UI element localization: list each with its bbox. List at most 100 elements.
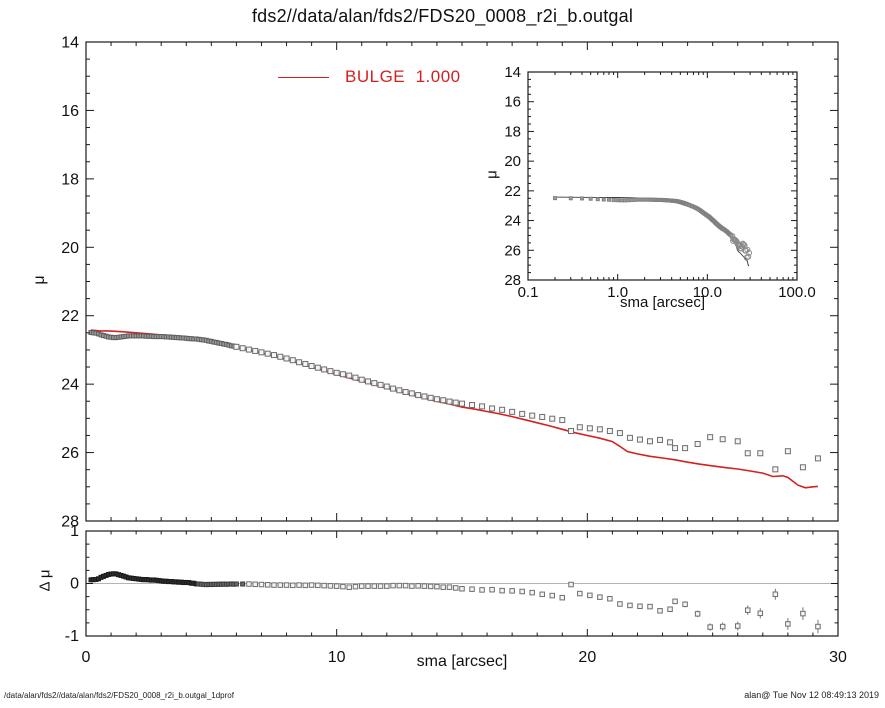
- residual-point: [607, 595, 613, 602]
- residual-point: [577, 590, 583, 597]
- data-point: [568, 428, 575, 435]
- data-point: [339, 371, 346, 378]
- residual-point: [539, 591, 545, 598]
- residual-point: [734, 623, 741, 629]
- main-y-tick-label: 22: [61, 308, 79, 325]
- data-point: [308, 363, 315, 370]
- legend-bulge-line-sample: [278, 77, 329, 78]
- residual-point: [745, 607, 751, 613]
- inset-x-tick-label: 1.0: [607, 284, 628, 301]
- data-point: [549, 415, 556, 422]
- residual-point: [365, 583, 371, 589]
- inset-x-axis-label: sma [arcsec]: [619, 294, 706, 311]
- main-y-tick-label: 28: [61, 514, 79, 531]
- inset-data-point: [619, 198, 624, 203]
- residual-point: [358, 583, 365, 589]
- data-point: [772, 466, 779, 473]
- data-point: [694, 441, 701, 448]
- data-point: [271, 352, 277, 359]
- residual-point: [499, 587, 505, 594]
- data-point: [784, 448, 791, 455]
- inset-data-point: [588, 196, 593, 201]
- residual-point: [519, 588, 525, 595]
- data-point: [647, 438, 653, 445]
- inset-data-point: [595, 197, 600, 202]
- residual-point: [479, 587, 485, 593]
- residual-point: [409, 583, 415, 589]
- data-point: [596, 426, 603, 433]
- data-point: [327, 368, 334, 375]
- residual-point: [446, 584, 453, 590]
- residual-point: [396, 582, 403, 589]
- residual-point: [719, 623, 726, 630]
- residual-point: [384, 583, 390, 589]
- residual-point: [340, 583, 346, 590]
- residual-point: [321, 582, 327, 589]
- data-point: [499, 406, 506, 413]
- inset-y-tick-label: 26: [504, 242, 521, 259]
- residual-point: [296, 582, 302, 588]
- residual-point: [452, 585, 459, 591]
- inset-bg: [528, 72, 797, 280]
- data-point: [233, 343, 240, 350]
- data-point: [433, 396, 440, 403]
- data-point: [239, 345, 246, 352]
- residual-point: [371, 583, 378, 589]
- inset-data-point: [579, 196, 584, 201]
- residual-point: [390, 582, 396, 589]
- residual-point: [597, 594, 603, 600]
- inset-data-point: [601, 197, 606, 202]
- residual-point: [667, 606, 673, 612]
- main-y-tick-label: 24: [61, 377, 79, 394]
- residual-point: [627, 602, 633, 609]
- data-point: [277, 353, 284, 360]
- inset-data-point: [744, 246, 751, 253]
- residual-point: [402, 582, 409, 589]
- residual-y-axis-label: Δ μ: [36, 569, 54, 592]
- residual-point: [440, 584, 446, 590]
- footer-user-timestamp: alan@ Tue Nov 12 08:49:13 2019: [744, 690, 879, 700]
- inset-x-tick-label: 100.0: [778, 284, 816, 301]
- x-tick-label: 20: [578, 649, 596, 666]
- data-point: [539, 413, 546, 420]
- data-point: [519, 410, 526, 417]
- inset-y-tick-label: 18: [504, 123, 521, 140]
- data-point: [757, 450, 764, 457]
- data-point: [734, 438, 741, 445]
- residual-point: [290, 582, 296, 589]
- data-point: [252, 347, 259, 354]
- residual-point: [657, 608, 663, 614]
- data-point: [814, 455, 821, 462]
- residual-point: [568, 581, 574, 588]
- main-y-tick-label: 18: [61, 171, 79, 188]
- inset-y-tick-label: 16: [504, 94, 521, 111]
- data-point: [408, 390, 415, 397]
- inset-data-point: [622, 198, 627, 203]
- data-point: [459, 400, 465, 407]
- inset-data-point: [615, 198, 620, 203]
- residual-point: [346, 584, 352, 590]
- data-point: [667, 439, 674, 446]
- data-point: [559, 417, 566, 424]
- residual-point: [509, 588, 515, 594]
- data-point: [390, 385, 397, 392]
- residual-point: [529, 589, 535, 596]
- residual-point: [271, 582, 277, 588]
- inset-data-point: [739, 240, 746, 247]
- residual-point: [772, 591, 779, 598]
- x-axis-label: sma [arcsec]: [416, 653, 508, 670]
- data-point: [586, 425, 593, 432]
- data-point: [346, 372, 353, 379]
- x-tick-label: 10: [328, 649, 346, 666]
- bulge-model-line: [90, 329, 818, 489]
- residual-point: [469, 586, 475, 592]
- main-y-tick-label: 20: [61, 240, 79, 257]
- inset-data-point: [606, 197, 611, 202]
- data-point: [479, 403, 486, 410]
- main-y-tick-label: 14: [61, 35, 79, 52]
- data-point: [452, 399, 459, 406]
- data-point: [396, 387, 403, 394]
- data-point: [529, 412, 536, 419]
- residual-point: [707, 624, 713, 630]
